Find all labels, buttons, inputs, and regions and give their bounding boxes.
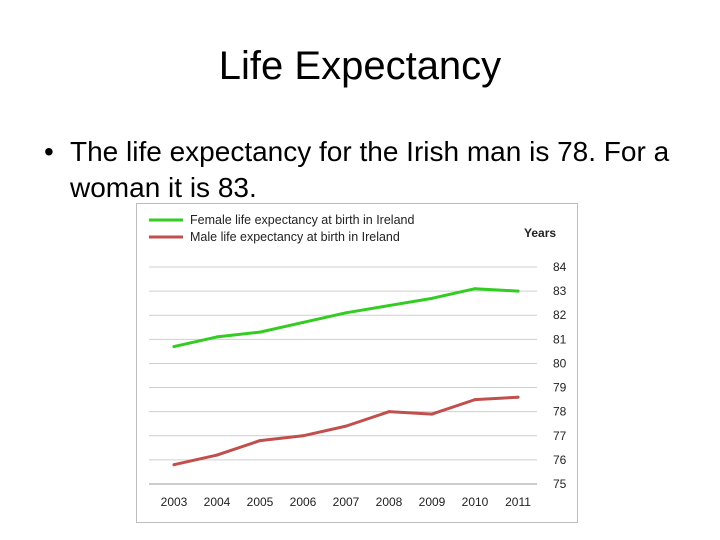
x-tick-label-2010: 2010	[462, 495, 489, 509]
y-tick-label-78: 78	[553, 405, 567, 419]
y-tick-label-79: 79	[553, 381, 567, 395]
data-point-s2-2009	[430, 412, 434, 416]
series-line-2	[172, 395, 520, 467]
chart-svg: 84 83 82 81 80 79 78 77 76 75 2003 2004 2005 2006 2007…	[149, 213, 567, 509]
data-point-s1-2006	[301, 320, 305, 324]
legend-label-2: Male life expectancy at birth in Ireland	[190, 230, 400, 244]
series-line-1	[172, 287, 520, 349]
data-point-s2-2010	[473, 398, 477, 402]
x-tick-label-2003: 2003	[161, 495, 188, 509]
data-point-s2-2011	[516, 395, 520, 399]
data-point-s2-2006	[301, 434, 305, 438]
y-tick-label-76: 76	[553, 453, 567, 467]
x-tick-label-2008: 2008	[376, 495, 403, 509]
legend-label-1: Female life expectancy at birth in Irela…	[190, 213, 414, 227]
y-tick-label-77: 77	[553, 429, 567, 443]
data-point-s2-2005	[258, 439, 262, 443]
data-point-s1-2009	[430, 296, 434, 300]
y-tick-label-84: 84	[553, 260, 567, 274]
bullet-text: The life expectancy for the Irish man is…	[70, 136, 670, 203]
data-point-s1-2011	[516, 289, 520, 293]
data-point-s1-2004	[215, 335, 219, 339]
x-tick-label-2011: 2011	[505, 495, 531, 509]
data-point-s1-2003	[172, 345, 176, 349]
data-point-s1-2010	[473, 287, 477, 291]
data-point-s2-2003	[172, 463, 176, 467]
life-expectancy-chart: 84 83 82 81 80 79 78 77 76 75 2003 2004 2005 2006 2007…	[136, 203, 578, 523]
bullet-point: • The life expectancy for the Irish man …	[44, 134, 694, 206]
y-tick-label-83: 83	[553, 284, 567, 298]
x-tick-label-2005: 2005	[247, 495, 274, 509]
data-point-s1-2005	[258, 330, 262, 334]
data-point-s1-2008	[387, 304, 391, 308]
x-tick-label-2006: 2006	[290, 495, 317, 509]
y-tick-label-81: 81	[553, 332, 567, 346]
x-tick-label-2007: 2007	[333, 495, 360, 509]
y-tick-label-75: 75	[553, 477, 567, 491]
y-tick-label-80: 80	[553, 356, 567, 370]
y-axis-unit-label: Years	[524, 226, 556, 240]
data-point-s2-2007	[344, 424, 348, 428]
x-tick-label-2004: 2004	[204, 495, 231, 509]
y-tick-label-82: 82	[553, 308, 567, 322]
data-point-s2-2004	[215, 453, 219, 457]
data-point-s2-2008	[387, 410, 391, 414]
x-tick-label-2009: 2009	[419, 495, 446, 509]
bullet-marker: •	[44, 136, 54, 167]
slide-title: Life Expectancy	[218, 44, 502, 88]
data-point-s1-2007	[344, 311, 348, 315]
